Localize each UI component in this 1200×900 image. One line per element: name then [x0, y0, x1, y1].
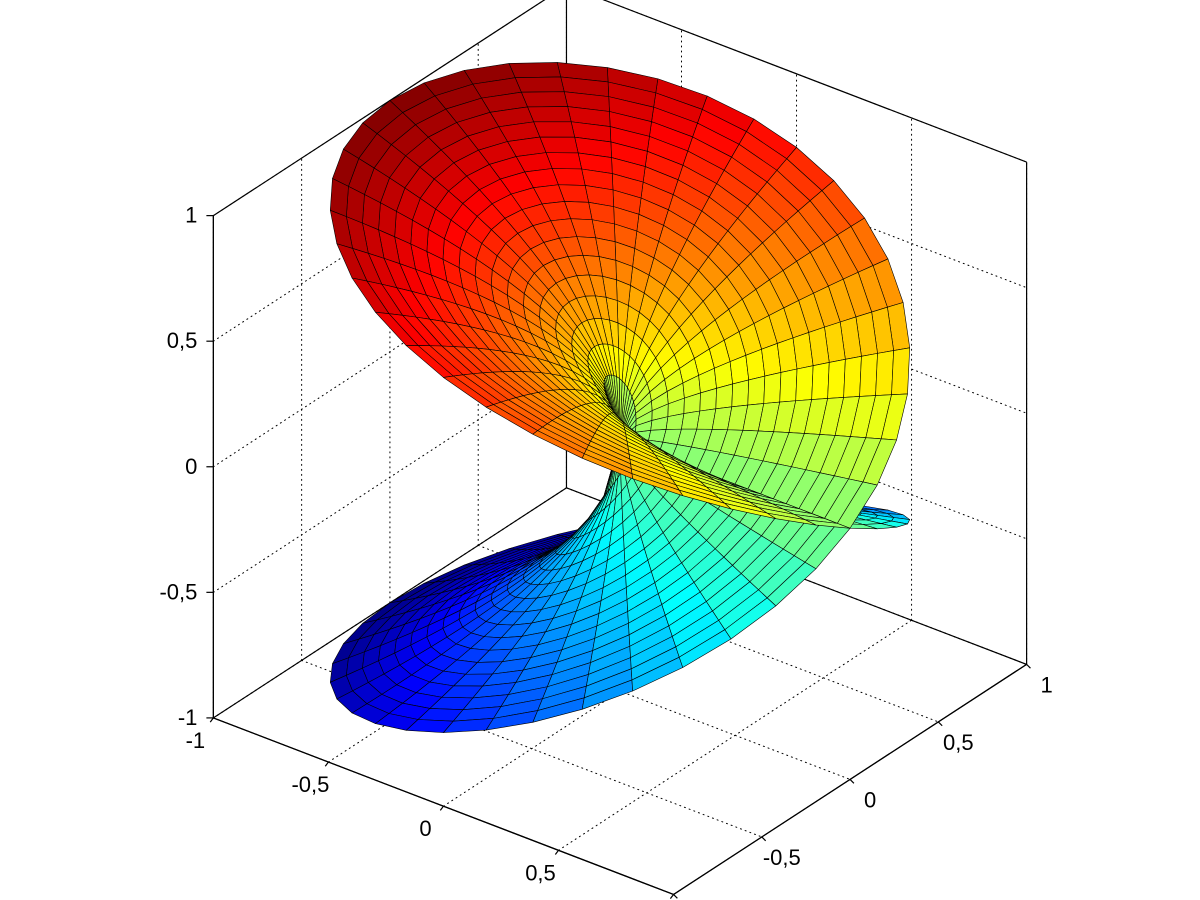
svg-text:0,5: 0,5	[167, 328, 198, 353]
svg-text:0,5: 0,5	[525, 860, 556, 885]
svg-text:0: 0	[185, 454, 197, 479]
svg-text:1: 1	[1040, 672, 1052, 697]
svg-text:-1: -1	[178, 705, 198, 730]
svg-text:0: 0	[864, 787, 876, 812]
svg-text:1: 1	[185, 203, 197, 228]
svg-text:0,5: 0,5	[943, 730, 974, 755]
svg-text:-1: -1	[186, 728, 206, 753]
surface	[330, 62, 909, 732]
svg-text:-0,5: -0,5	[159, 579, 197, 604]
svg-text:0: 0	[419, 816, 431, 841]
svg-text:-0,5: -0,5	[291, 772, 329, 797]
svg-text:-0,5: -0,5	[763, 845, 801, 870]
surface-plot-3d: -1-0,500,51-1-0,500,51-1-0,500,51	[0, 0, 1200, 900]
